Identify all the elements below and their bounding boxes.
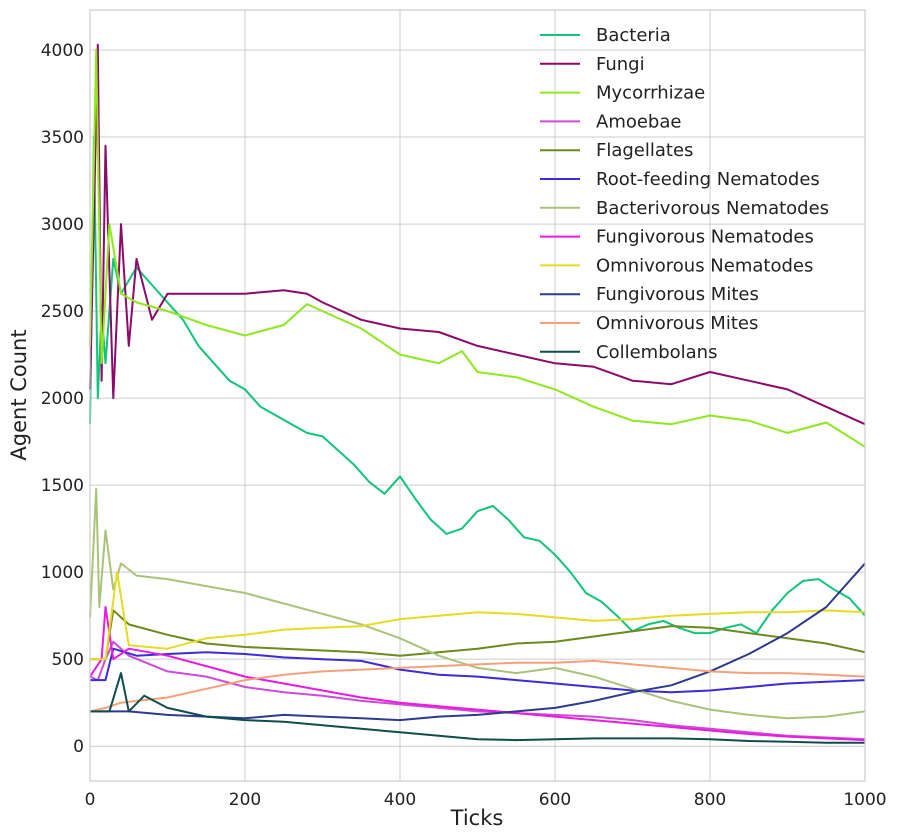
series-line-fungivorous-mites	[90, 562, 866, 722]
y-axis: 0 500 1000 1500 2000 2500 3000 3500 4000	[41, 41, 84, 757]
grid	[89, 10, 866, 781]
y-tick-label: 2500	[41, 302, 84, 322]
series-line-fungivorous-nematodes	[89, 606, 866, 742]
legend-label-flagellates: Flagellates	[596, 140, 693, 161]
series-line-bacteria	[89, 136, 866, 635]
y-tick-label: 500	[52, 650, 84, 670]
legend-label-collembolans: Collembolans	[596, 342, 717, 363]
series-line-flagellates	[90, 609, 866, 661]
y-tick-label: 1500	[41, 476, 84, 496]
x-tick-label: 1000	[843, 790, 886, 810]
x-tick-label: 600	[539, 790, 571, 810]
y-tick-label: 3500	[41, 128, 84, 148]
legend-label-omnivorous-nematodes: Omnivorous Nematodes	[596, 255, 813, 276]
y-tick-label: 2000	[41, 389, 84, 409]
legend-label-mycorrhizae: Mycorrhizae	[596, 83, 705, 104]
series-line-collembolans	[90, 672, 865, 744]
y-tick-label: 0	[73, 737, 84, 757]
legend: Bacteria Fungi Mycorrhizae Amoebae Flagellat…	[540, 25, 829, 363]
x-tick-label: 200	[229, 790, 261, 810]
y-axis-label: Agent Count	[7, 329, 31, 460]
x-tick-label: 400	[384, 790, 416, 810]
y-tick-label: 1000	[41, 563, 84, 583]
y-tick-label: 3000	[41, 215, 84, 235]
x-tick-label: 0	[85, 790, 96, 810]
legend-label-root-feeding-nematodes: Root-feeding Nematodes	[596, 169, 820, 190]
series-line-mycorrhizae	[89, 49, 866, 448]
x-axis-label: Ticks	[450, 806, 504, 830]
x-tick-label: 800	[694, 790, 726, 810]
legend-label-bacteria: Bacteria	[596, 25, 671, 46]
plot-frame	[89, 9, 866, 782]
series-group	[89, 43, 866, 744]
x-axis: 0 200 400 600 800 1000	[85, 790, 887, 810]
legend-label-amoebae: Amoebae	[596, 111, 681, 132]
y-tick-label: 4000	[41, 41, 84, 61]
legend-label-bacterivorous-nematodes: Bacterivorous Nematodes	[596, 198, 829, 219]
legend-label-fungivorous-nematodes: Fungivorous Nematodes	[596, 227, 814, 248]
series-line-omnivorous-nematodes	[90, 571, 866, 661]
legend-label-omnivorous-mites: Omnivorous Mites	[596, 313, 758, 334]
series-line-omnivorous-mites	[89, 659, 866, 713]
legend-label-fungi: Fungi	[596, 54, 645, 75]
legend-label-fungivorous-mites: Fungivorous Mites	[596, 284, 759, 305]
